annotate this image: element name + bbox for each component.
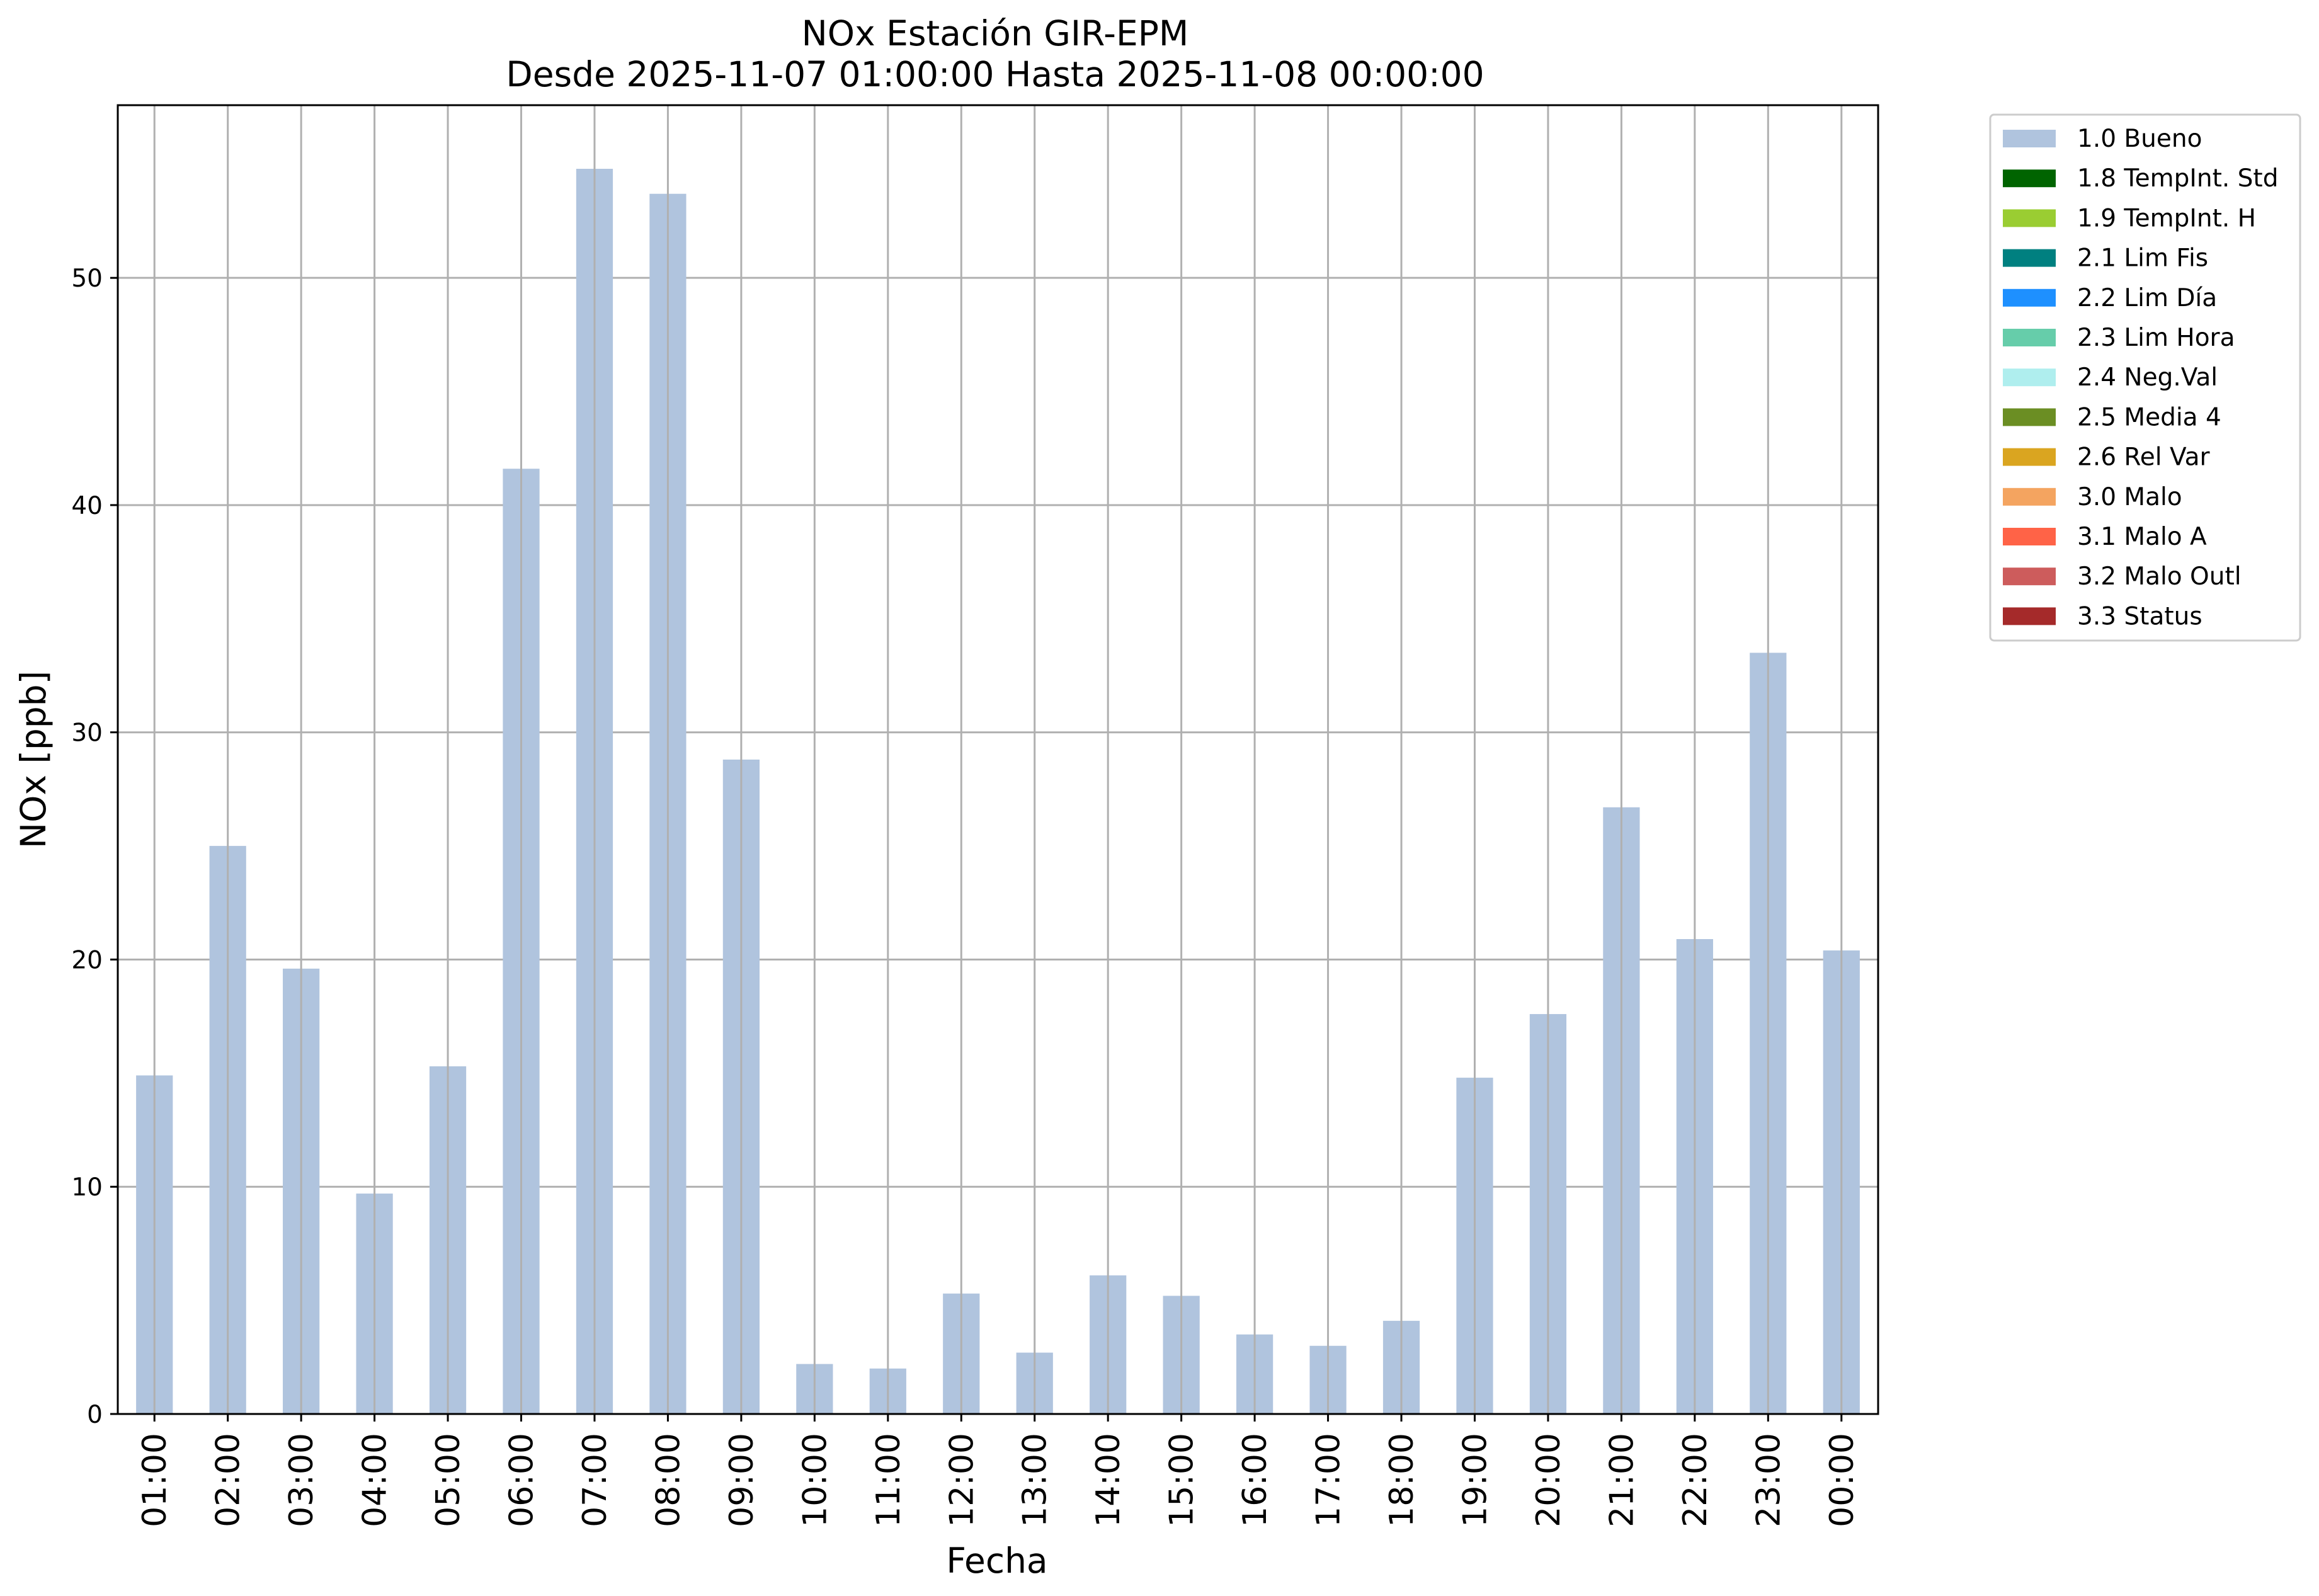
legend-label: 2.3 Lim Hora bbox=[2077, 324, 2235, 352]
legend-swatch bbox=[2003, 528, 2056, 545]
legend-label: 2.1 Lim Fis bbox=[2077, 244, 2208, 273]
legend-label: 3.0 Malo bbox=[2077, 483, 2182, 511]
legend-swatch bbox=[2003, 487, 2056, 506]
x-tick-label: 01:00 bbox=[136, 1433, 174, 1527]
vertical-grid bbox=[153, 105, 1843, 1414]
legend-label: 3.2 Malo Outl bbox=[2077, 562, 2242, 591]
legend-box bbox=[1989, 113, 2301, 642]
x-tick-label: 16:00 bbox=[1236, 1433, 1274, 1527]
x-tick-label: 18:00 bbox=[1383, 1433, 1421, 1527]
legend-swatch bbox=[2003, 329, 2056, 346]
y-tick-label: 0 bbox=[87, 1401, 103, 1429]
legend-swatch bbox=[2003, 288, 2056, 307]
x-tick-label: 00:00 bbox=[1823, 1433, 1861, 1527]
chart-subtitle: Desde 2025-11-07 01:00:00 Hasta 2025-11-… bbox=[506, 54, 1484, 94]
x-tick-label: 14:00 bbox=[1090, 1433, 1127, 1527]
legend-label: 3.1 Malo A bbox=[2077, 523, 2207, 551]
legend-swatch bbox=[2003, 567, 2056, 586]
legend-label: 2.6 Rel Var bbox=[2077, 443, 2211, 472]
legend-swatch bbox=[2003, 209, 2056, 227]
x-tick-label: 19:00 bbox=[1456, 1433, 1494, 1527]
x-tick-label: 13:00 bbox=[1017, 1433, 1054, 1527]
legend-label: 2.2 Lim Día bbox=[2077, 284, 2217, 312]
legend-swatch bbox=[2003, 408, 2056, 426]
x-tick-label: 09:00 bbox=[723, 1433, 761, 1527]
x-tick-label: 05:00 bbox=[430, 1433, 467, 1527]
y-tick-label: 20 bbox=[71, 946, 103, 974]
x-tick-label: 06:00 bbox=[503, 1433, 541, 1527]
legend: 1.0 Bueno 1.8 TempInt. Std 1.9 TempInt. H 2… bbox=[1989, 113, 2301, 642]
chart-title: NOx Estación GIR-EPM bbox=[802, 13, 1189, 54]
y-axis-ticks: 0 10 20 30 40 50 bbox=[71, 265, 118, 1429]
legend-label: 2.5 Media 4 bbox=[2077, 403, 2221, 431]
legend-swatch bbox=[2003, 169, 2056, 188]
x-tick-label: 11:00 bbox=[870, 1433, 908, 1527]
y-tick-label: 10 bbox=[71, 1173, 103, 1202]
legend-label: 1.9 TempInt. H bbox=[2077, 204, 2256, 232]
x-tick-label: 02:00 bbox=[210, 1433, 248, 1527]
x-tick-label: 03:00 bbox=[283, 1433, 321, 1527]
x-axis-ticks: 01:00 02:00 03:00 04:00 05:00 06:00 07:00 08:00… bbox=[136, 1414, 1861, 1527]
legend-swatch bbox=[2003, 448, 2056, 466]
y-tick-label: 50 bbox=[71, 265, 103, 293]
x-tick-label: 17:00 bbox=[1310, 1433, 1348, 1527]
legend-swatch bbox=[2003, 607, 2056, 625]
y-axis-label: NOx [ppb] bbox=[13, 671, 54, 848]
x-tick-label: 15:00 bbox=[1163, 1433, 1201, 1527]
x-tick-label: 07:00 bbox=[576, 1433, 614, 1527]
y-tick-label: 40 bbox=[71, 492, 103, 520]
x-tick-label: 10:00 bbox=[796, 1433, 834, 1527]
x-tick-label: 21:00 bbox=[1603, 1433, 1641, 1527]
x-tick-label: 20:00 bbox=[1530, 1433, 1568, 1527]
grid bbox=[118, 276, 1878, 1188]
x-tick-label: 12:00 bbox=[943, 1433, 981, 1527]
x-tick-label: 23:00 bbox=[1750, 1433, 1787, 1527]
x-tick-label: 22:00 bbox=[1677, 1433, 1714, 1527]
legend-swatch bbox=[2003, 368, 2056, 387]
plot-frame bbox=[117, 104, 1879, 1415]
x-axis-label: Fecha bbox=[946, 1541, 1047, 1581]
x-tick-label: 08:00 bbox=[649, 1433, 687, 1527]
legend-label: 1.8 TempInt. Std bbox=[2077, 164, 2278, 193]
x-tick-label: 04:00 bbox=[356, 1433, 394, 1527]
legend-swatch bbox=[2003, 130, 2056, 147]
legend-swatch bbox=[2003, 249, 2056, 267]
y-tick-label: 30 bbox=[71, 719, 103, 748]
legend-label: 3.3 Status bbox=[2077, 602, 2202, 630]
legend-label: 1.0 Bueno bbox=[2077, 125, 2202, 153]
legend-label: 2.4 Neg.Val bbox=[2077, 363, 2218, 392]
